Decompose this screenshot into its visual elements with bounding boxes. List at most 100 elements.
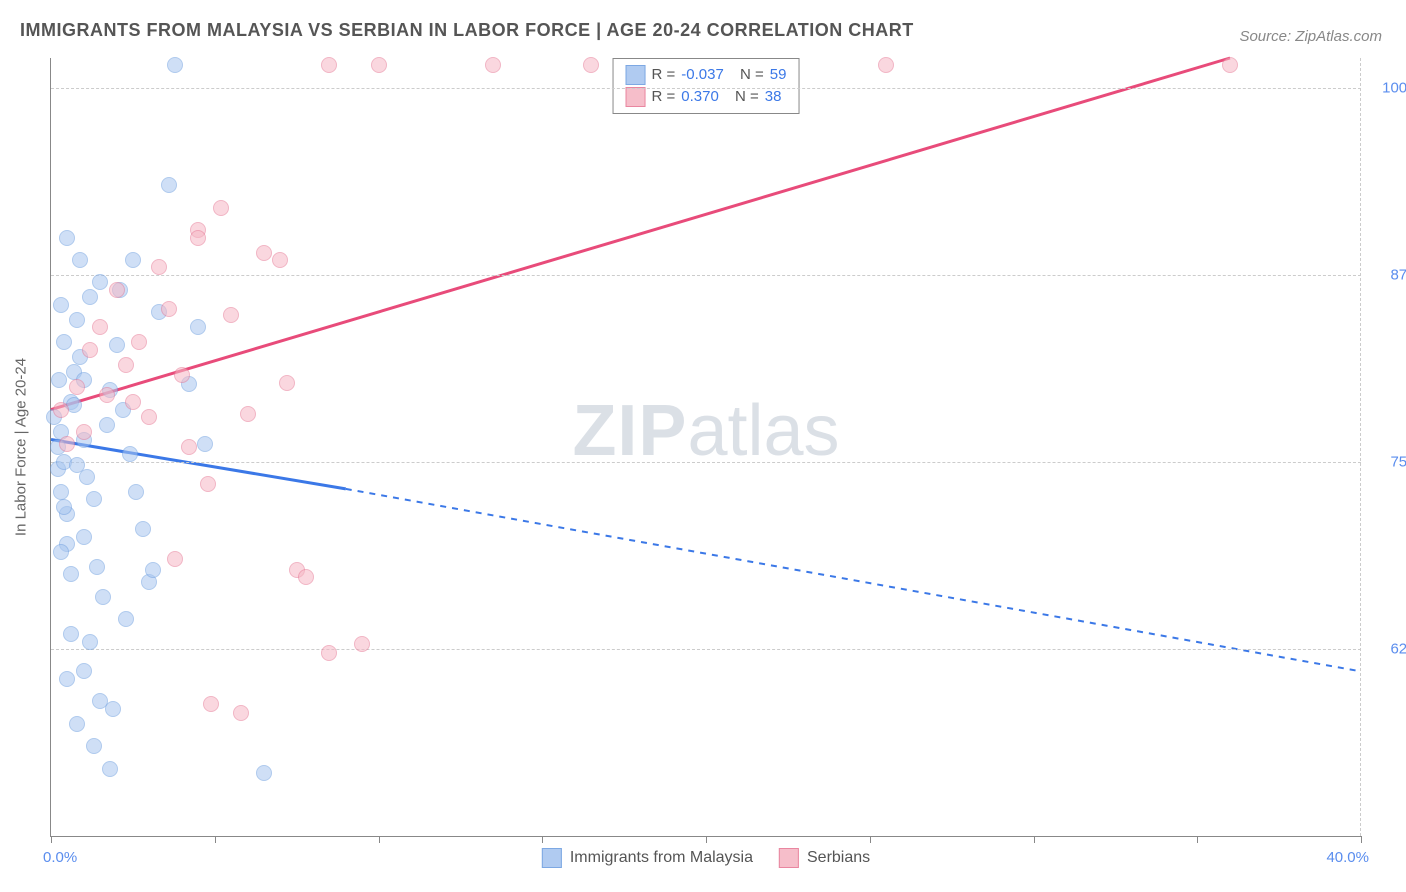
scatter-point-serbians: [190, 230, 206, 246]
scatter-point-malaysia: [82, 289, 98, 305]
x-axis-label-left: 0.0%: [43, 849, 77, 866]
scatter-point-malaysia: [92, 274, 108, 290]
scatter-point-serbians: [59, 436, 75, 452]
scatter-point-serbians: [321, 645, 337, 661]
scatter-point-malaysia: [53, 484, 69, 500]
n-label: N =: [735, 86, 759, 108]
scatter-point-malaysia: [63, 626, 79, 642]
x-tick: [1361, 836, 1362, 843]
plot-right-border: [1360, 58, 1361, 836]
scatter-point-serbians: [240, 406, 256, 422]
scatter-point-malaysia: [59, 671, 75, 687]
r-label: R =: [652, 86, 676, 108]
scatter-point-malaysia: [109, 337, 125, 353]
chart-container: IMMIGRANTS FROM MALAYSIA VS SERBIAN IN L…: [0, 0, 1406, 892]
scatter-point-malaysia: [69, 716, 85, 732]
scatter-point-serbians: [1222, 57, 1238, 73]
gridline: [51, 649, 1361, 650]
scatter-point-serbians: [203, 696, 219, 712]
x-tick: [1197, 836, 1198, 843]
gridline: [51, 462, 1361, 463]
scatter-point-serbians: [53, 402, 69, 418]
scatter-point-serbians: [878, 57, 894, 73]
plot-area: ZIPatlas In Labor Force | Age 20-24 R = …: [50, 58, 1361, 837]
scatter-point-malaysia: [56, 334, 72, 350]
legend-bottom: Immigrants from Malaysia Serbians: [542, 848, 870, 868]
x-tick: [706, 836, 707, 843]
source-attribution: Source: ZipAtlas.com: [1239, 28, 1382, 45]
y-tick-label: 62.5%: [1369, 640, 1406, 657]
scatter-point-malaysia: [69, 457, 85, 473]
scatter-point-malaysia: [76, 529, 92, 545]
scatter-point-malaysia: [51, 372, 67, 388]
y-axis-title: In Labor Force | Age 20-24: [13, 358, 30, 536]
scatter-point-malaysia: [69, 312, 85, 328]
x-tick: [870, 836, 871, 843]
n-value-serbians: 38: [765, 86, 782, 108]
scatter-point-malaysia: [95, 589, 111, 605]
scatter-point-malaysia: [86, 738, 102, 754]
swatch-serbians: [626, 87, 646, 107]
scatter-point-malaysia: [63, 566, 79, 582]
scatter-point-serbians: [82, 342, 98, 358]
scatter-point-serbians: [125, 394, 141, 410]
n-value-malaysia: 59: [770, 64, 787, 86]
watermark-zip: ZIP: [572, 391, 687, 471]
scatter-point-malaysia: [76, 663, 92, 679]
scatter-point-malaysia: [128, 484, 144, 500]
scatter-point-malaysia: [122, 446, 138, 462]
scatter-point-malaysia: [145, 562, 161, 578]
scatter-point-serbians: [151, 259, 167, 275]
scatter-point-serbians: [298, 569, 314, 585]
scatter-point-malaysia: [59, 230, 75, 246]
scatter-point-malaysia: [256, 765, 272, 781]
scatter-point-serbians: [200, 476, 216, 492]
scatter-point-malaysia: [105, 701, 121, 717]
x-tick: [1034, 836, 1035, 843]
legend-item-serbians: Serbians: [779, 848, 870, 868]
scatter-point-serbians: [223, 307, 239, 323]
chart-title: IMMIGRANTS FROM MALAYSIA VS SERBIAN IN L…: [20, 20, 914, 41]
legend-label-serbians: Serbians: [807, 849, 870, 867]
y-tick-label: 87.5%: [1369, 266, 1406, 283]
scatter-point-serbians: [233, 705, 249, 721]
trend-line: [346, 489, 1361, 672]
legend-row-malaysia: R = -0.037 N = 59: [626, 64, 787, 86]
scatter-point-malaysia: [53, 544, 69, 560]
scatter-point-malaysia: [53, 297, 69, 313]
r-value-serbians: 0.370: [681, 86, 719, 108]
scatter-point-serbians: [118, 357, 134, 373]
gridline: [51, 88, 1361, 89]
scatter-point-malaysia: [89, 559, 105, 575]
x-tick: [542, 836, 543, 843]
gridline: [51, 275, 1361, 276]
x-tick: [379, 836, 380, 843]
scatter-point-serbians: [69, 379, 85, 395]
scatter-point-malaysia: [86, 491, 102, 507]
scatter-point-serbians: [99, 387, 115, 403]
watermark-atlas: atlas: [687, 391, 839, 471]
scatter-point-malaysia: [197, 436, 213, 452]
scatter-point-malaysia: [82, 634, 98, 650]
scatter-point-serbians: [174, 367, 190, 383]
scatter-point-serbians: [109, 282, 125, 298]
scatter-point-serbians: [256, 245, 272, 261]
y-tick-label: 100.0%: [1369, 79, 1406, 96]
scatter-point-malaysia: [99, 417, 115, 433]
n-label: N =: [740, 64, 764, 86]
scatter-point-serbians: [131, 334, 147, 350]
scatter-point-malaysia: [56, 499, 72, 515]
scatter-point-serbians: [92, 319, 108, 335]
scatter-point-serbians: [583, 57, 599, 73]
scatter-point-serbians: [371, 57, 387, 73]
scatter-point-malaysia: [118, 611, 134, 627]
legend-label-malaysia: Immigrants from Malaysia: [570, 849, 753, 867]
scatter-point-serbians: [76, 424, 92, 440]
legend-row-serbians: R = 0.370 N = 38: [626, 86, 787, 108]
legend-correlation-box: R = -0.037 N = 59 R = 0.370 N = 38: [613, 58, 800, 114]
legend-item-malaysia: Immigrants from Malaysia: [542, 848, 753, 868]
scatter-point-malaysia: [102, 761, 118, 777]
scatter-point-serbians: [279, 375, 295, 391]
watermark: ZIPatlas: [572, 390, 839, 472]
swatch-malaysia-bottom: [542, 848, 562, 868]
